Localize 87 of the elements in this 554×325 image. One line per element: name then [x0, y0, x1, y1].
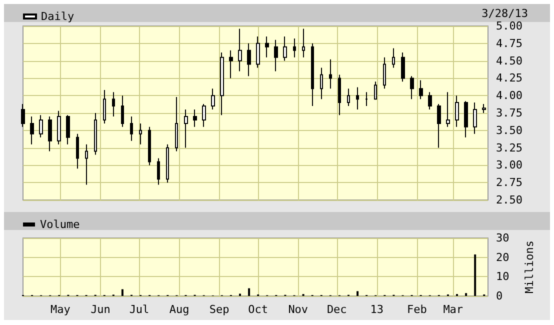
candlestick — [311, 42, 314, 107]
candlestick — [202, 103, 206, 128]
candlestick — [383, 56, 386, 90]
y-tick-label: 4.75 — [496, 36, 522, 50]
candlestick — [365, 92, 368, 107]
candlestick — [148, 126, 151, 166]
candlestick — [455, 95, 459, 128]
y-tick-label: 3.75 — [496, 106, 522, 120]
text: 3/28/13 — [482, 7, 528, 20]
x-tick-label: Sep — [209, 303, 230, 316]
candlestick — [320, 67, 323, 100]
candlestick — [21, 103, 25, 128]
candlestick — [39, 114, 43, 138]
candlestick — [121, 95, 124, 128]
candlestick — [211, 88, 215, 110]
x-tick-label: Oct — [248, 303, 268, 316]
candlestick — [66, 114, 70, 145]
candlestick — [410, 76, 414, 100]
candlestick — [338, 74, 341, 116]
candlestick — [374, 81, 377, 100]
candlestick — [473, 102, 477, 134]
x-tick-label: 13 — [370, 303, 384, 316]
candlestick — [482, 103, 486, 114]
candlestick — [57, 110, 61, 145]
candlestick — [347, 88, 350, 107]
candlestick — [157, 158, 160, 186]
y-tick-label: 4.00 — [496, 89, 522, 102]
y-tick-label: 20 — [496, 250, 510, 264]
candlestick — [293, 38, 296, 58]
candlestick — [48, 116, 52, 152]
candlestick — [256, 36, 260, 68]
legend-label: Volume — [40, 218, 80, 231]
candlestick — [103, 90, 106, 124]
candlestick — [437, 103, 441, 148]
candlestick — [229, 50, 233, 79]
candlestick — [428, 92, 432, 110]
candlestick — [85, 144, 88, 186]
y-tick-label: 2.50 — [496, 194, 522, 206]
bar — [465, 293, 468, 296]
candlestick — [274, 39, 278, 72]
candlestick — [283, 36, 287, 62]
x-tick-label: Jun — [90, 303, 110, 316]
y-tick-label: 4.25 — [496, 72, 522, 85]
candlestick — [130, 116, 133, 142]
candlestick — [220, 52, 224, 116]
y-tick-label: 3.00 — [496, 158, 522, 172]
candlestick — [30, 116, 34, 145]
candlestick — [175, 96, 178, 152]
bar — [356, 291, 359, 296]
candlestick — [356, 86, 359, 110]
x-tick-label: Aug — [169, 303, 190, 316]
candlestick — [76, 133, 79, 170]
candlestick — [139, 122, 142, 145]
candlestick — [112, 92, 115, 117]
x-tick-label: Dec — [326, 303, 347, 316]
bar — [121, 289, 124, 296]
x-tick-label: Nov — [288, 303, 308, 316]
y-axis-title: Millions — [523, 240, 536, 294]
bar — [248, 288, 250, 296]
candlestick — [392, 48, 395, 68]
y-tick-label: 5.00 — [496, 20, 522, 32]
candlestick — [302, 28, 305, 58]
candlestick — [193, 109, 197, 128]
candlestick — [464, 100, 468, 138]
x-tick-label: Jul — [129, 303, 150, 316]
y-tick-label: 2.75 — [496, 176, 522, 190]
x-tick-label: May — [50, 303, 71, 316]
x-tick-label: Feb — [407, 303, 427, 316]
bar — [474, 254, 476, 296]
y-tick-label: 10 — [496, 270, 510, 284]
candlestick — [446, 92, 450, 128]
legend-label: Daily — [41, 10, 74, 23]
candlestick — [247, 42, 251, 77]
candlestick — [401, 52, 405, 82]
candlestick — [329, 58, 332, 90]
y-tick-label: 3.25 — [496, 141, 522, 154]
x-tick-label: Mar — [443, 303, 464, 316]
candlestick — [238, 28, 242, 72]
y-tick-label: 4.50 — [496, 54, 522, 68]
y-tick-label: 0 — [496, 290, 503, 302]
candlestick — [166, 144, 169, 184]
candlestick — [265, 36, 269, 58]
candlestick — [184, 109, 188, 148]
y-tick-label: 3.50 — [496, 124, 522, 137]
y-tick-label: 30 — [496, 232, 510, 244]
candlestick — [419, 80, 423, 100]
candlestick — [94, 112, 97, 156]
